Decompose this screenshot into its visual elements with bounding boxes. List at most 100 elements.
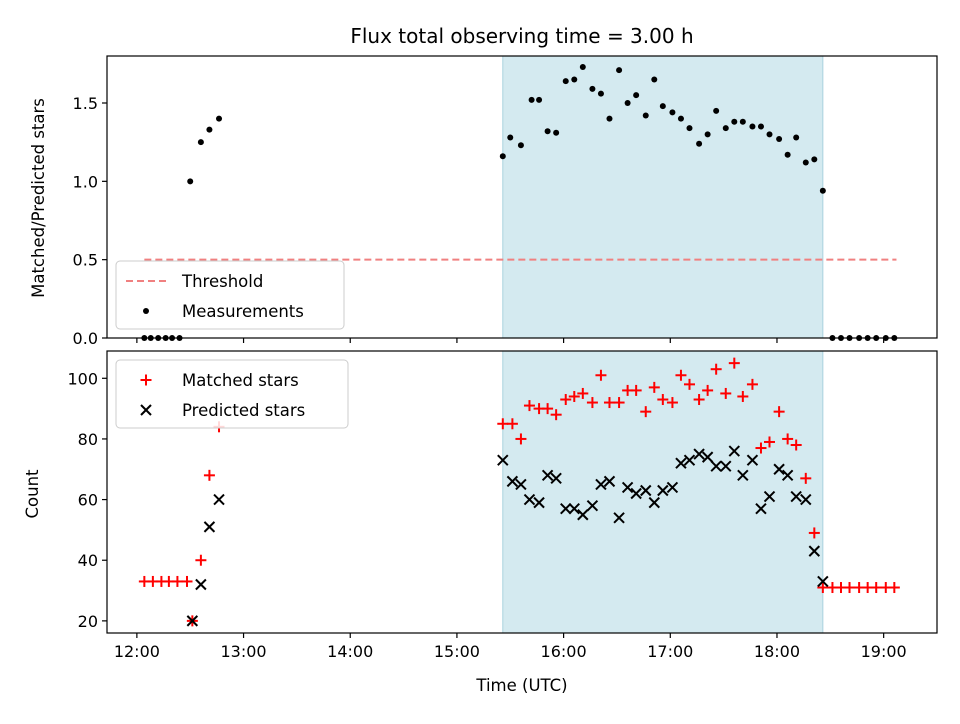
y-tick-label: 100 bbox=[67, 369, 98, 388]
legend-box bbox=[115, 359, 349, 429]
data-point bbox=[606, 115, 613, 122]
data-point bbox=[817, 582, 829, 594]
data-point bbox=[781, 469, 794, 482]
x-marker-b bbox=[550, 472, 562, 485]
data-point bbox=[764, 436, 776, 448]
data-point bbox=[203, 469, 215, 481]
data-point bbox=[515, 478, 527, 491]
data-point bbox=[553, 129, 560, 136]
data-point bbox=[197, 139, 204, 146]
axes-frame bbox=[106, 55, 938, 339]
x-marker-b bbox=[213, 493, 225, 506]
data-point bbox=[616, 67, 623, 74]
data-point bbox=[562, 78, 569, 85]
data-point bbox=[187, 178, 194, 185]
data-point bbox=[737, 469, 749, 482]
data-point bbox=[817, 575, 829, 588]
data-point bbox=[701, 451, 714, 463]
data-point bbox=[577, 509, 589, 521]
data-point bbox=[586, 499, 599, 512]
data-point bbox=[213, 493, 225, 506]
data-point bbox=[888, 582, 900, 594]
data-point bbox=[710, 460, 722, 472]
x-marker-b bbox=[195, 578, 207, 591]
y-tick-label: 0.0 bbox=[73, 329, 98, 348]
data-point bbox=[731, 118, 738, 125]
data-point bbox=[693, 448, 705, 460]
data-point bbox=[696, 140, 703, 147]
data-point bbox=[506, 475, 519, 488]
data-point bbox=[677, 115, 684, 122]
data-point bbox=[773, 406, 785, 418]
x-marker-b bbox=[640, 484, 652, 497]
data-point bbox=[755, 502, 767, 515]
data-point bbox=[171, 575, 183, 587]
data-point bbox=[613, 397, 625, 409]
data-point bbox=[648, 496, 660, 509]
x-marker-b bbox=[773, 463, 785, 475]
data-point bbox=[630, 384, 642, 396]
x-marker-b bbox=[560, 502, 572, 515]
x-marker-b bbox=[746, 454, 759, 466]
bottom-y-axis-label: Count bbox=[23, 469, 42, 519]
data-point bbox=[790, 439, 802, 451]
panel-ratio: 0.0 0.5 1.0 1.5 Threshold Measurements bbox=[73, 55, 938, 348]
data-point bbox=[528, 96, 535, 103]
data-point bbox=[586, 397, 598, 409]
data-point bbox=[675, 457, 687, 469]
data-point bbox=[693, 394, 705, 406]
data-point bbox=[819, 187, 826, 194]
data-point bbox=[802, 159, 809, 166]
legend-label: Measurements bbox=[182, 302, 304, 321]
chart-title: Flux total observing time = 3.00 h bbox=[350, 24, 693, 48]
series-matched-stars bbox=[138, 357, 900, 627]
data-point bbox=[870, 582, 882, 594]
x-marker-b bbox=[577, 509, 589, 521]
data-point bbox=[720, 460, 732, 472]
x-marker-b bbox=[533, 496, 545, 509]
data-point bbox=[808, 527, 820, 539]
x-tick-label: 19:00 bbox=[861, 642, 907, 661]
x-marker-b bbox=[701, 451, 714, 463]
x-tick-label: 12:00 bbox=[114, 642, 160, 661]
data-point bbox=[577, 387, 589, 399]
x-marker-b bbox=[790, 490, 802, 503]
legend-label: Threshold bbox=[181, 272, 263, 291]
data-point bbox=[515, 433, 527, 445]
data-point bbox=[755, 442, 767, 454]
x-tick-label: 14:00 bbox=[327, 642, 373, 661]
data-point bbox=[666, 397, 678, 409]
data-point bbox=[686, 125, 693, 132]
panel-count: 12:00 13:00 14:00 15:00 16:00 17:00 18:00 19:00… bbox=[67, 350, 938, 661]
legend: Matched stars Predicted stars bbox=[115, 359, 349, 429]
data-point bbox=[793, 134, 800, 141]
x-marker-b bbox=[683, 454, 696, 466]
data-point bbox=[579, 63, 586, 70]
data-point bbox=[710, 363, 722, 375]
x-tick-label: 16:00 bbox=[541, 642, 587, 661]
x-marker-b bbox=[808, 545, 821, 557]
data-point bbox=[776, 136, 783, 143]
data-point bbox=[497, 418, 509, 430]
x-marker-b bbox=[621, 481, 634, 494]
x-marker-b bbox=[523, 493, 536, 506]
data-point bbox=[497, 454, 509, 466]
data-point bbox=[642, 112, 649, 119]
data-point bbox=[499, 153, 506, 160]
legend-box bbox=[115, 260, 345, 330]
data-point bbox=[507, 134, 514, 141]
data-point bbox=[657, 484, 669, 497]
x-marker-b bbox=[203, 521, 216, 533]
data-point bbox=[603, 475, 616, 488]
data-point bbox=[720, 387, 732, 399]
series-predicted-stars bbox=[186, 445, 829, 627]
x-marker-b bbox=[755, 502, 767, 515]
data-point bbox=[595, 478, 607, 491]
observing-window-span bbox=[502, 55, 824, 339]
data-point bbox=[630, 487, 642, 500]
data-point bbox=[544, 128, 551, 135]
data-point bbox=[523, 493, 536, 506]
data-point bbox=[597, 90, 604, 97]
y-tick-label: 60 bbox=[78, 491, 98, 510]
